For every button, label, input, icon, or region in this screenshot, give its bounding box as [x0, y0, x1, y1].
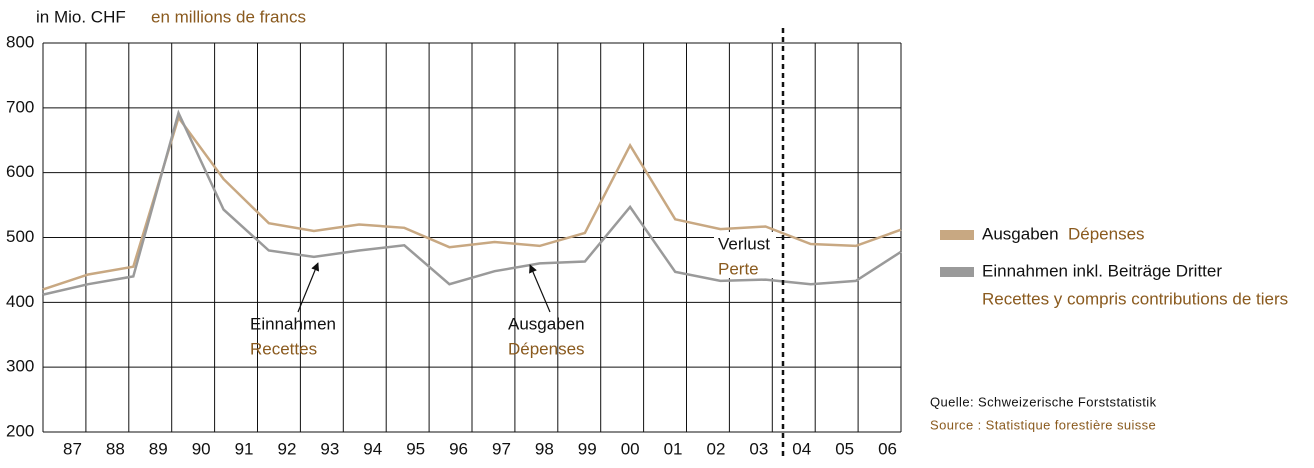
x-tick-label: 90	[192, 439, 211, 458]
legend-label: Einnahmen inkl. Beiträge Dritter	[982, 261, 1222, 280]
series-line	[42, 109, 902, 296]
x-tick-label: 97	[492, 439, 511, 458]
y-tick-label: 200	[6, 421, 34, 440]
annotation-bg	[714, 232, 776, 278]
y-tick-label: 700	[6, 97, 34, 116]
x-tick-label: 99	[578, 439, 597, 458]
annotation: Perte	[718, 259, 759, 278]
y-tick-label: 800	[6, 32, 34, 51]
x-tick-label: 02	[706, 439, 725, 458]
annotation: Verlust	[718, 234, 770, 253]
y-tick-label: 500	[6, 227, 34, 246]
x-tick-label: 04	[792, 439, 811, 458]
annotation: Ausgaben	[508, 314, 585, 333]
x-tick-label: 06	[878, 439, 897, 458]
x-tick-label: 95	[406, 439, 425, 458]
unit-label-fr: en millions de francs	[151, 7, 306, 26]
x-tick-label: 94	[363, 439, 382, 458]
annotation: Recettes	[250, 339, 317, 358]
x-tick-label: 92	[277, 439, 296, 458]
annotation: Einnahmen	[250, 314, 336, 333]
source: Source : Statistique forestière suisse	[930, 417, 1156, 432]
x-tick-label: 93	[320, 439, 339, 458]
legend-label: Dépenses	[1068, 224, 1145, 243]
legend-swatch	[940, 230, 974, 240]
x-tick-label: 88	[106, 439, 125, 458]
x-tick-label: 00	[621, 439, 640, 458]
annotation: Dépenses	[508, 339, 585, 358]
unit-label: in Mio. CHF	[36, 7, 126, 26]
arrow	[297, 262, 320, 313]
x-tick-label: 01	[664, 439, 683, 458]
legend-label: Ausgaben	[982, 224, 1059, 243]
legend-label: Recettes y compris contributions de tier…	[982, 289, 1288, 308]
legend-swatch	[940, 267, 974, 277]
x-tick-label: 03	[749, 439, 768, 458]
x-tick-label: 91	[235, 439, 254, 458]
y-tick-label: 300	[6, 357, 34, 376]
x-tick-label: 98	[535, 439, 554, 458]
x-tick-label: 89	[149, 439, 168, 458]
x-tick-label: 05	[835, 439, 854, 458]
source: Quelle: Schweizerische Forststatistik	[930, 394, 1157, 409]
x-tick-label: 96	[449, 439, 468, 458]
y-tick-label: 600	[6, 162, 34, 181]
arrow	[529, 264, 551, 313]
x-tick-label: 87	[63, 439, 82, 458]
y-tick-label: 400	[6, 292, 34, 311]
